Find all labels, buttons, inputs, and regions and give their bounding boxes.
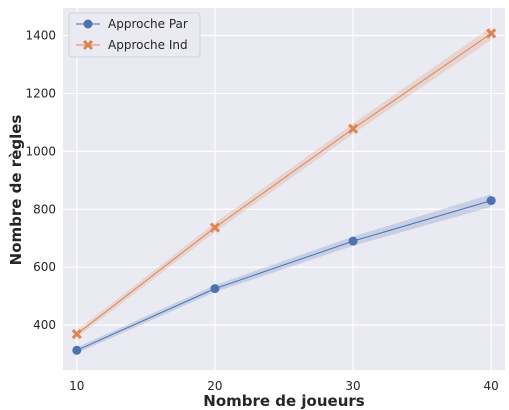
confidence-band-approche-par (76, 194, 492, 354)
y-tick-label: 400 (33, 318, 56, 332)
series-lines (76, 33, 492, 351)
plot-background (63, 8, 505, 370)
legend-marker-approche-ind (82, 39, 94, 51)
legend-marker-approche-par (83, 19, 93, 29)
x-tick-label: 40 (484, 379, 499, 393)
data-point-approche-ind (486, 28, 497, 39)
legend-box (68, 12, 201, 58)
y-tick-label: 800 (33, 202, 56, 216)
legend-label-approche-par: Approche Par (108, 17, 188, 31)
data-point-approche-ind (348, 123, 359, 134)
legend-label-approche-ind: Approche Ind (108, 38, 188, 52)
y-tick-label: 1000 (25, 144, 56, 158)
x-tick-label: 30 (345, 379, 360, 393)
y-tick-labels: 400 600 800 1000 1200 1400 (25, 29, 56, 333)
x-tick-label: 10 (69, 379, 84, 393)
data-point-approche-par (486, 196, 496, 206)
y-tick-label: 1200 (25, 86, 56, 100)
data-point-approche-par (348, 236, 358, 246)
series-markers (71, 28, 497, 355)
series-line-approche-par (76, 200, 492, 351)
data-point-approche-ind (71, 329, 82, 340)
y-tick-label: 1400 (25, 29, 56, 43)
x-axis-label: Nombre de joueurs (203, 392, 365, 410)
y-tick-label: 600 (33, 260, 56, 274)
x-tick-labels: 10 20 30 40 (69, 379, 499, 393)
legend: Approche Par Approche Ind (68, 12, 201, 58)
data-point-approche-ind (209, 222, 220, 233)
data-point-approche-par (210, 284, 220, 294)
data-point-approche-par (72, 345, 82, 355)
series-line-approche-ind (76, 33, 492, 335)
y-axis-label: Nombre de règles (7, 115, 25, 266)
x-tick-label: 20 (207, 379, 222, 393)
